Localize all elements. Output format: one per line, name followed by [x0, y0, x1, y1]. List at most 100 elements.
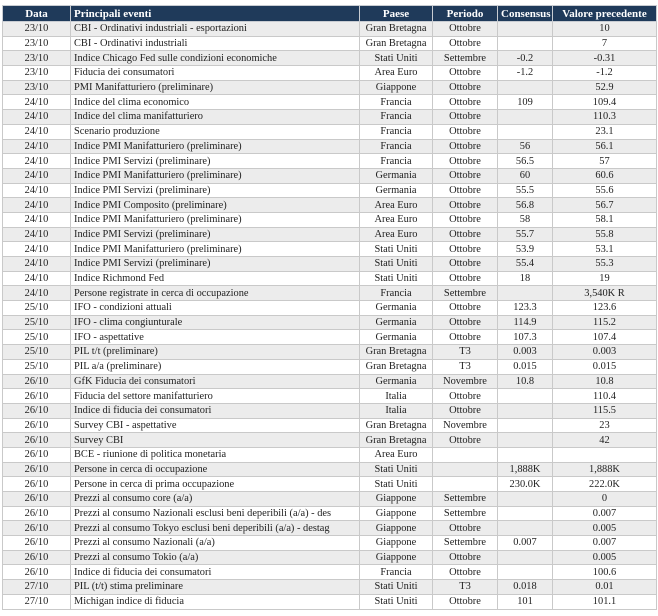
period-cell: T3 — [432, 579, 498, 595]
country-cell: Stati Uniti — [359, 50, 433, 67]
consensus-cell: 0.018 — [497, 579, 553, 595]
date-cell: 24/10 — [2, 211, 71, 228]
date-cell: 23/10 — [2, 35, 71, 52]
header-consensus: Consensus — [497, 5, 553, 22]
previous-value-cell: 115.2 — [552, 314, 657, 331]
event-cell: BCE - riunione di politica monetaria — [70, 446, 360, 463]
country-cell: Germania — [359, 300, 433, 316]
table-row: 24/10 Indice PMI Servizi (preliminare) Ger… — [2, 182, 657, 199]
period-cell: Settembre — [432, 535, 498, 551]
table-row: 24/10 Indice PMI Servizi (preliminare) Are… — [2, 226, 657, 243]
country-cell: Giappone — [359, 505, 433, 522]
header-country: Paese — [359, 5, 433, 22]
table-row: 25/10 PIL a/a (preliminare) Gran Bretagna T… — [2, 358, 657, 375]
date-cell: 26/10 — [2, 505, 71, 522]
date-cell: 26/10 — [2, 520, 71, 537]
period-cell: Ottobre — [432, 549, 498, 566]
event-cell: Indice PMI Servizi (preliminare) — [70, 153, 360, 169]
previous-value-cell: 58.1 — [552, 211, 657, 228]
country-cell: Francia — [359, 285, 433, 302]
previous-value-cell: 23 — [552, 417, 657, 434]
country-cell: Stati Uniti — [359, 241, 433, 257]
country-cell: Area Euro — [359, 211, 433, 228]
previous-value-cell: 0.005 — [552, 520, 657, 537]
previous-value-cell: 23.1 — [552, 123, 657, 140]
consensus-cell: 230.0K — [497, 476, 553, 492]
previous-value-cell: 56.1 — [552, 138, 657, 155]
date-cell: 25/10 — [2, 300, 71, 316]
consensus-cell: 18 — [497, 270, 553, 287]
event-cell: PIL (t/t) stima preliminare — [70, 579, 360, 595]
consensus-cell: 56.8 — [497, 197, 553, 213]
event-cell: Indice Chicago Fed sulle condizioni econ… — [70, 50, 360, 67]
table-row: 26/10 GfK Fiducia dei consumatori Germania… — [2, 373, 657, 390]
consensus-cell — [497, 417, 553, 434]
period-cell: Ottobre — [432, 226, 498, 243]
country-cell: Stati Uniti — [359, 270, 433, 287]
consensus-cell — [497, 79, 553, 96]
consensus-cell — [497, 446, 553, 463]
event-cell: Prezzi al consumo Nazionali (a/a) — [70, 535, 360, 551]
country-cell: Gran Bretagna — [359, 35, 433, 52]
previous-value-cell: 107.4 — [552, 329, 657, 346]
previous-value-cell: 7 — [552, 35, 657, 52]
previous-value-cell: 10 — [552, 21, 657, 37]
event-cell: Indice PMI Servizi (preliminare) — [70, 226, 360, 243]
period-cell: Ottobre — [432, 270, 498, 287]
consensus-cell: 107.3 — [497, 329, 553, 346]
header-period: Periodo — [432, 5, 498, 22]
consensus-cell — [497, 123, 553, 140]
table-row: 25/10 IFO - condizioni attuali Germania Ott… — [2, 300, 657, 316]
date-cell: 26/10 — [2, 388, 71, 404]
country-cell: Francia — [359, 564, 433, 581]
period-cell: T3 — [432, 344, 498, 360]
table-row: 26/10 Fiducia del settore manifatturiero I… — [2, 388, 657, 404]
event-cell: PIL a/a (preliminare) — [70, 358, 360, 375]
event-cell: Indice PMI Manifatturiero (preliminare) — [70, 241, 360, 257]
consensus-cell: 0.015 — [497, 358, 553, 375]
country-cell: Germania — [359, 329, 433, 346]
table-row: 24/10 Indice PMI Manifatturiero (prelimin… — [2, 167, 657, 184]
consensus-cell: 109 — [497, 94, 553, 111]
date-cell: 23/10 — [2, 79, 71, 96]
event-cell: Indice Richmond Fed — [70, 270, 360, 287]
table-row: 24/10 Persone registrate in cerca di occu… — [2, 285, 657, 302]
date-cell: 26/10 — [2, 402, 71, 419]
consensus-cell: 1,888K — [497, 461, 553, 478]
previous-value-cell: 109.4 — [552, 94, 657, 111]
table-row: 24/10 Indice PMI Manifatturiero (prelimin… — [2, 241, 657, 257]
event-cell: Michigan indice di fiducia — [70, 593, 360, 610]
period-cell: Ottobre — [432, 314, 498, 331]
country-cell: Area Euro — [359, 226, 433, 243]
country-cell: Gran Bretagna — [359, 432, 433, 448]
period-cell: Ottobre — [432, 211, 498, 228]
period-cell: Ottobre — [432, 182, 498, 199]
period-cell: T3 — [432, 358, 498, 375]
consensus-cell — [497, 432, 553, 448]
country-cell: Giappone — [359, 79, 433, 96]
period-cell: Ottobre — [432, 65, 498, 81]
consensus-cell — [497, 285, 553, 302]
country-cell: Francia — [359, 138, 433, 155]
previous-value-cell: 115.5 — [552, 402, 657, 419]
event-cell: IFO - condizioni attuali — [70, 300, 360, 316]
period-cell: Ottobre — [432, 138, 498, 155]
date-cell: 25/10 — [2, 314, 71, 331]
consensus-cell: 0.007 — [497, 535, 553, 551]
date-cell: 26/10 — [2, 535, 71, 551]
event-cell: Persone registrate in cerca di occupazio… — [70, 285, 360, 302]
previous-value-cell: 10.8 — [552, 373, 657, 390]
date-cell: 26/10 — [2, 476, 71, 492]
table-row: 26/10 Survey CBI - aspettative Gran Bretag… — [2, 417, 657, 434]
event-cell: CBI - Ordinativi industriali — [70, 35, 360, 52]
consensus-cell: 53.9 — [497, 241, 553, 257]
table-row: 25/10 IFO - clima congiunturale Germania Ot… — [2, 314, 657, 331]
table-row: 26/10 Persone in cerca di occupazione Stat… — [2, 461, 657, 478]
period-cell — [432, 476, 498, 492]
country-cell: Italia — [359, 388, 433, 404]
table-row: 26/10 Prezzi al consumo Tokyo esclusi ben… — [2, 520, 657, 537]
header-previous-value: Valore precedente — [552, 5, 657, 22]
date-cell: 26/10 — [2, 549, 71, 566]
consensus-cell: -1.2 — [497, 65, 553, 81]
